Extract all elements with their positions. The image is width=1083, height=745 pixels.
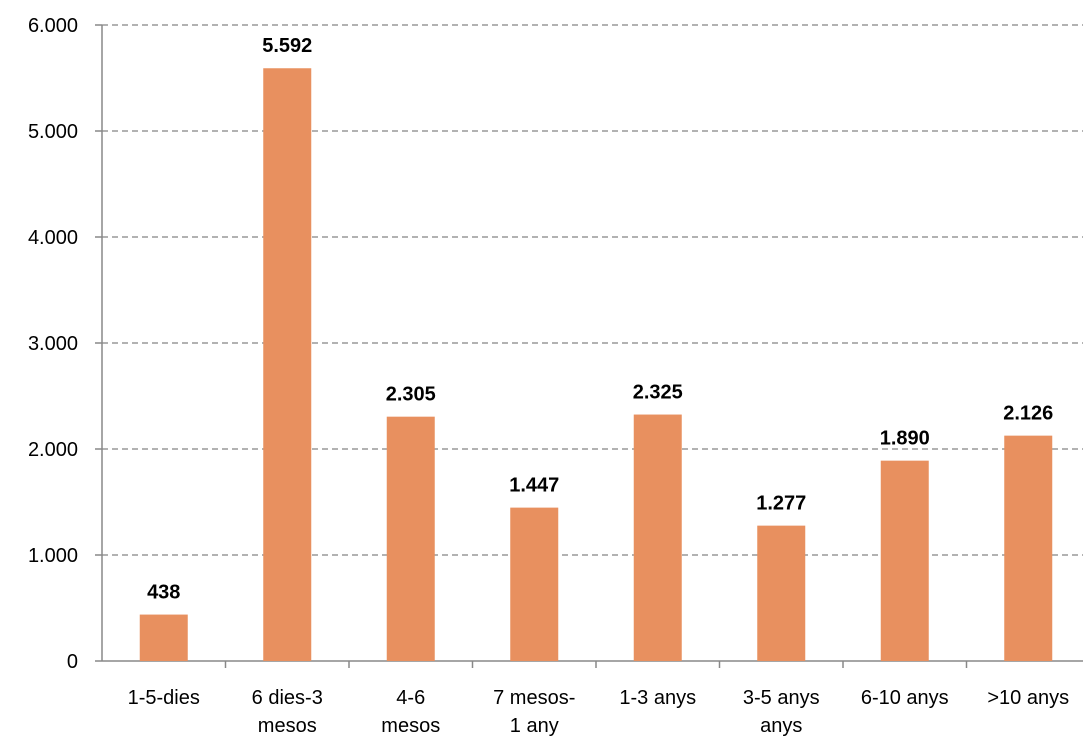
bar (386, 416, 435, 661)
x-category-label-line: mesos (258, 715, 317, 737)
x-category-label: 4-6 mesos (381, 687, 440, 737)
y-tick-label: 6.000 (28, 15, 78, 37)
x-category-label-line: 7 mesos- (493, 687, 575, 709)
data-label: 1.890 (880, 428, 930, 450)
x-category-label-line: anys (760, 715, 802, 737)
x-category-label-line: >10 anys (987, 687, 1069, 709)
bar (1004, 435, 1053, 661)
bar (757, 525, 806, 661)
data-label: 5.592 (262, 35, 312, 57)
x-category-label-line: 4-6 (396, 687, 425, 709)
y-tick-label: 3.000 (28, 333, 78, 355)
bar (510, 507, 559, 661)
x-category-label: 7 mesos- 1 any (493, 687, 575, 737)
x-category-label-line: 6-10 anys (861, 687, 949, 709)
y-tick-label: 4.000 (28, 227, 78, 249)
bar (139, 614, 188, 661)
bar (263, 68, 312, 662)
x-category-label-line: 1 any (510, 715, 559, 737)
data-label: 1.447 (509, 475, 559, 497)
data-label: 2.305 (386, 384, 436, 406)
data-label: 2.126 (1003, 403, 1053, 425)
y-tick-label: 2.000 (28, 439, 78, 461)
gridlines (102, 24, 1083, 556)
y-tick-label: 0 (67, 651, 78, 673)
y-tick-label: 1.000 (28, 545, 78, 567)
bar (633, 414, 682, 661)
x-category-label-line: 6 dies-3 (252, 687, 323, 709)
x-category-label: 1-5-dies (128, 687, 200, 709)
axes (95, 24, 1083, 668)
x-category-label-line: 3-5 anys (743, 687, 820, 709)
x-category-label-line: mesos (381, 715, 440, 737)
x-category-label-line: 1-3 anys (619, 687, 696, 709)
data-label: 2.325 (633, 382, 683, 404)
x-category-label-line: 1-5-dies (128, 687, 200, 709)
x-category-label: 6-10 anys (861, 687, 949, 709)
data-label: 1.277 (756, 493, 806, 515)
x-category-label: 3-5 anys anys (743, 687, 820, 737)
labels: 0 1.000 2.000 3.000 4.000 5.000 6.000 438 1-5-di… (28, 15, 1069, 737)
y-tick-label: 5.000 (28, 121, 78, 143)
x-category-label: 6 dies-3 mesos (252, 687, 323, 737)
bar (880, 460, 929, 661)
bars (139, 68, 1053, 662)
x-category-label: >10 anys (987, 687, 1069, 709)
data-label: 438 (147, 582, 180, 604)
x-category-label: 1-3 anys (619, 687, 696, 709)
